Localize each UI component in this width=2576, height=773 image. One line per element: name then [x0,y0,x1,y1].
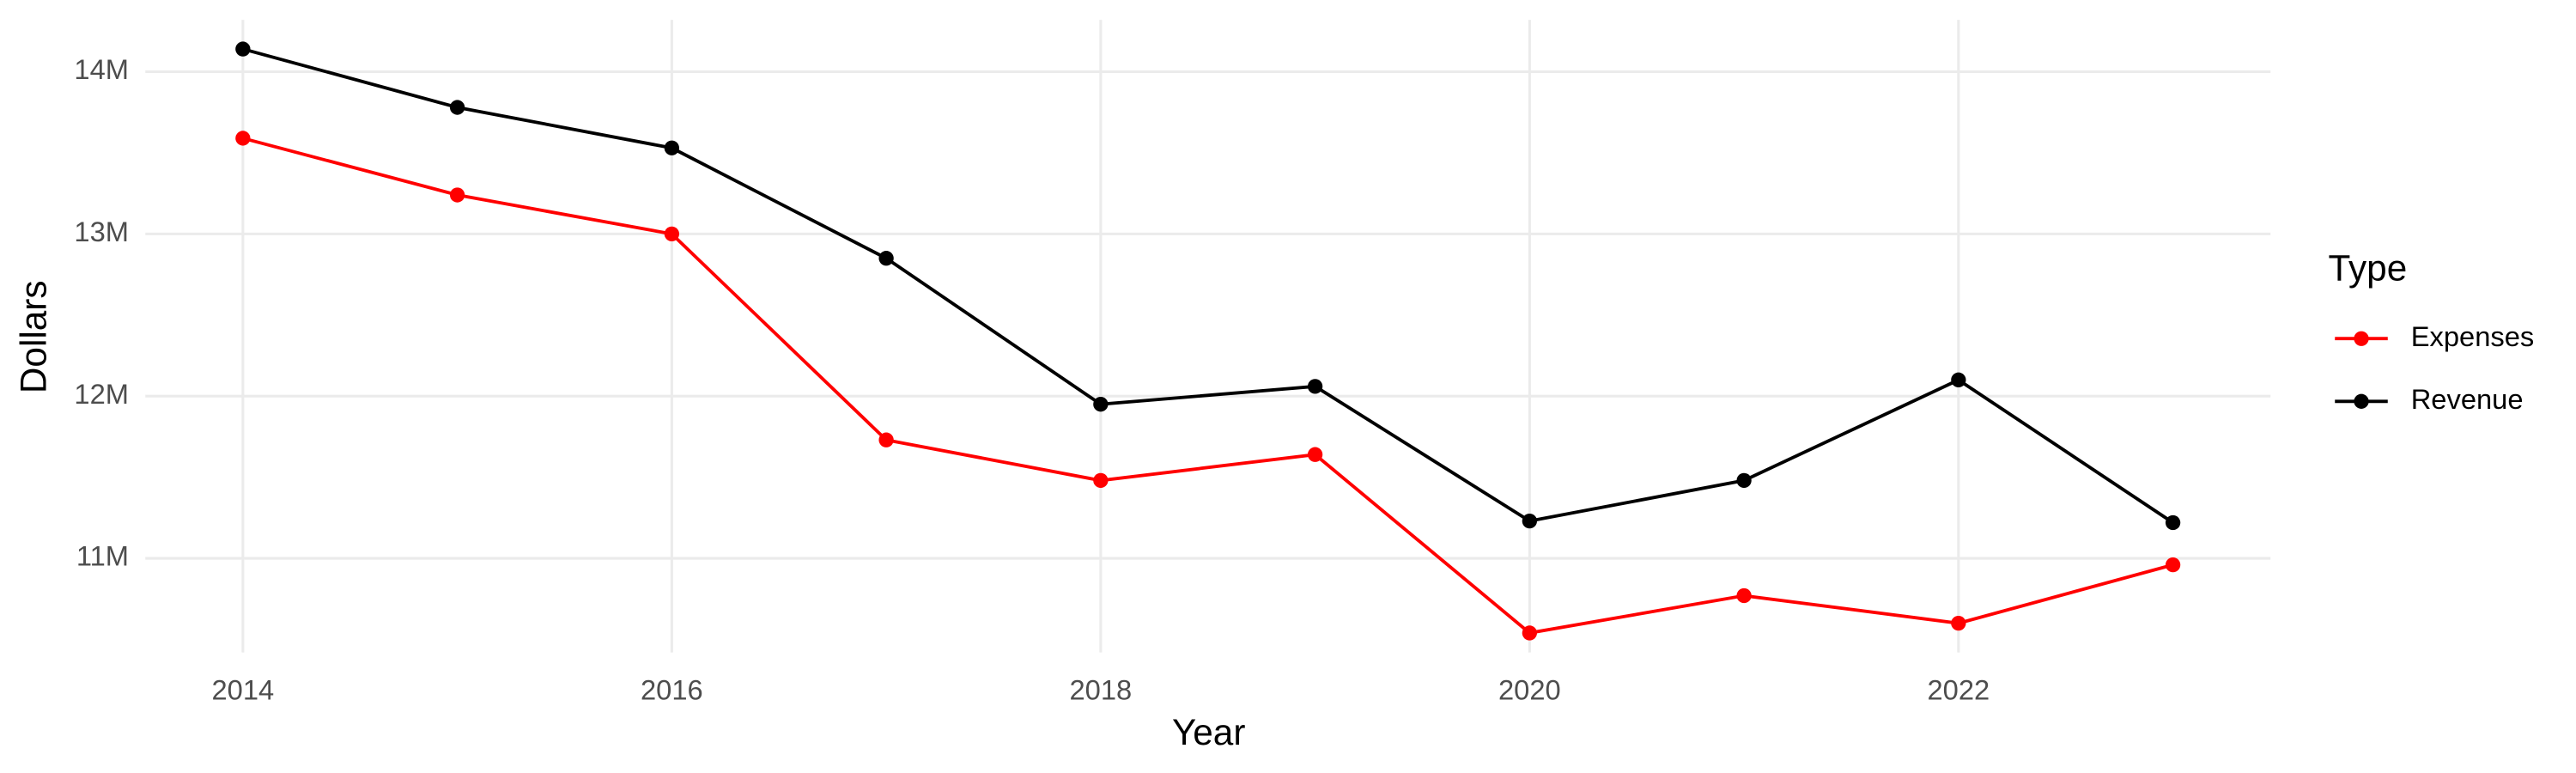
x-tick-label: 2014 [212,673,275,705]
point [1307,447,1323,462]
legend-title: Type [2329,248,2408,289]
point [878,432,894,447]
point [1522,513,1538,529]
y-tick-label: 13M [74,216,129,247]
x-tick-label: 2022 [1927,673,1990,705]
point [1093,397,1109,412]
point [1951,372,1966,387]
x-tick-label: 2018 [1069,673,1132,705]
x-tick-label: 2016 [641,673,703,705]
line [242,47,2174,525]
grid [145,20,2271,653]
point [449,100,465,115]
series: Expenses [235,131,2535,641]
point [664,140,680,155]
point [1093,472,1109,489]
legend-label: Expenses [2411,320,2535,352]
legend-key-point [2354,393,2369,409]
point [2165,557,2181,573]
x-axis-label: Year [1172,712,1245,752]
point [2165,514,2181,531]
point [1951,615,1966,631]
series: Revenue [235,41,2524,531]
y-axis-label: Dollars [13,280,53,393]
y-tick-label: 11M [76,540,129,572]
point [1307,379,1323,394]
point [449,187,465,203]
y-tick-label: 14M [74,53,129,85]
legend-label: Revenue [2411,383,2524,415]
line [242,137,2174,635]
point [235,131,251,146]
point [1736,587,1752,604]
y-tick-label: 12M [74,378,129,410]
x-tick-label: 2020 [1498,673,1561,705]
point [235,41,251,57]
legend-key-point [2354,331,2369,346]
point [878,251,894,266]
point [1522,625,1538,641]
point [1736,472,1752,489]
point [664,226,680,242]
